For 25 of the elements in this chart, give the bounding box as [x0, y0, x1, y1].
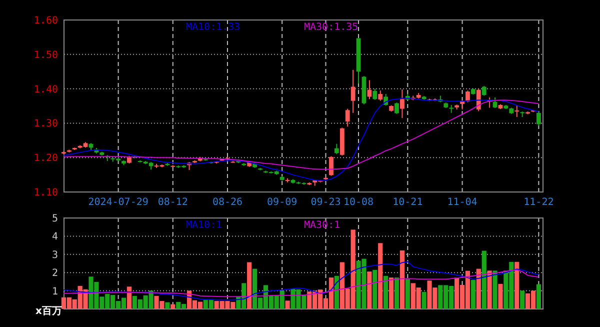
y-tick-label: 2 — [52, 268, 58, 280]
y-tick-label: 4 — [52, 232, 58, 243]
x-tick-label: 10-21 — [392, 197, 423, 208]
y-tick-label: 1.20 — [34, 153, 58, 164]
x-tick-label: 10-08 — [343, 197, 374, 208]
x-tick-label: 08-26 — [212, 197, 243, 208]
y-tick-label: 3 — [52, 250, 58, 261]
x-tick-label: 11-22 — [524, 197, 554, 208]
x-tick-label: 11-04 — [447, 197, 478, 208]
y-tick-label: 1.30 — [34, 118, 58, 130]
x-tick-label: 09-09 — [267, 197, 298, 208]
text: MA10:1 — [186, 220, 222, 231]
text: MA30:1.35 — [304, 22, 358, 33]
y-axis-title: x百万 — [36, 306, 62, 317]
y-tick-label: 1.60 — [34, 16, 58, 26]
text: MA10:1.33 — [186, 22, 240, 33]
x-tick-label: 08-12 — [158, 197, 188, 208]
y-tick-label: 1.10 — [34, 188, 58, 198]
y-tick-label: 1.50 — [34, 50, 58, 61]
x-tick-label: 2024-07-29 — [88, 197, 148, 208]
x-tick-label: 09-23 — [310, 197, 341, 208]
y-tick-label: 1.40 — [34, 84, 58, 96]
y-tick-label: 5 — [52, 214, 58, 224]
y-tick-label: 1 — [52, 286, 58, 298]
text: MA30:1 — [304, 220, 340, 231]
